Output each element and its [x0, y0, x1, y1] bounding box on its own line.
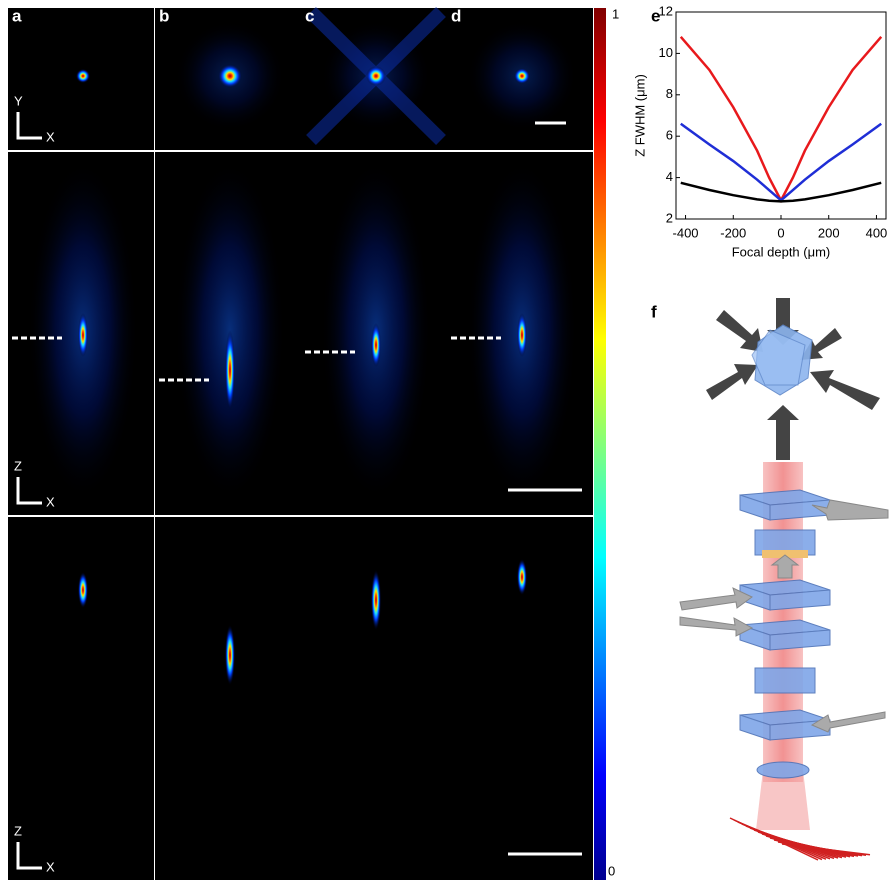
focal-spot	[76, 69, 90, 83]
psf-core	[225, 625, 235, 685]
y-axis-label: Z FWHM (μm)	[632, 74, 647, 157]
axis-label: X	[46, 494, 55, 509]
y-tick-label: 6	[666, 128, 673, 143]
colorbar-min: 0	[608, 863, 615, 878]
x-tick-label: 200	[818, 225, 840, 240]
focal-spot	[366, 66, 386, 86]
x-tick-label: -400	[673, 225, 699, 240]
x-tick-label: -200	[720, 225, 746, 240]
image-panel	[155, 517, 301, 880]
x-tick-label: 0	[777, 225, 784, 240]
x-tick-label: 400	[866, 225, 888, 240]
axis-label: Z	[14, 823, 22, 838]
panel-label: a	[12, 6, 22, 25]
axis-label: X	[46, 129, 55, 144]
figure: YXZXZXabcd 1 0 e f 24681012-400-20002004…	[0, 0, 891, 882]
psf-core	[225, 330, 235, 410]
axis-label: Y	[14, 93, 23, 108]
axis-label: Z	[14, 458, 22, 473]
image-panels: Y X Z X Z Xa b c d	[8, 6, 593, 880]
colorbar-max: 1	[612, 6, 619, 21]
image-panel	[8, 517, 154, 880]
psf-core	[78, 313, 88, 357]
psf-core	[371, 570, 381, 630]
colorbar	[594, 8, 606, 880]
series-line	[681, 124, 881, 201]
y-tick-label: 2	[666, 210, 673, 225]
panel-label: d	[451, 6, 461, 25]
psf-core	[78, 572, 88, 608]
axis-label: X	[46, 859, 55, 874]
panel-label: c	[305, 6, 314, 25]
focal-spot	[218, 64, 242, 88]
y-tick-label: 12	[659, 3, 673, 18]
plot-frame	[676, 12, 886, 219]
psf-core	[517, 313, 527, 357]
y-tick-label: 8	[666, 86, 673, 101]
x-axis-label: Focal depth (μm)	[732, 244, 831, 259]
schematic	[680, 298, 888, 860]
panel-label: b	[159, 6, 169, 25]
psf-core	[371, 323, 381, 367]
psf-core	[517, 559, 527, 595]
focal-spot	[514, 68, 530, 84]
panel-label: f	[651, 302, 657, 321]
y-tick-label: 10	[659, 45, 673, 60]
image-panel	[301, 517, 447, 880]
series-line	[681, 37, 881, 201]
y-tick-label: 4	[666, 169, 673, 184]
